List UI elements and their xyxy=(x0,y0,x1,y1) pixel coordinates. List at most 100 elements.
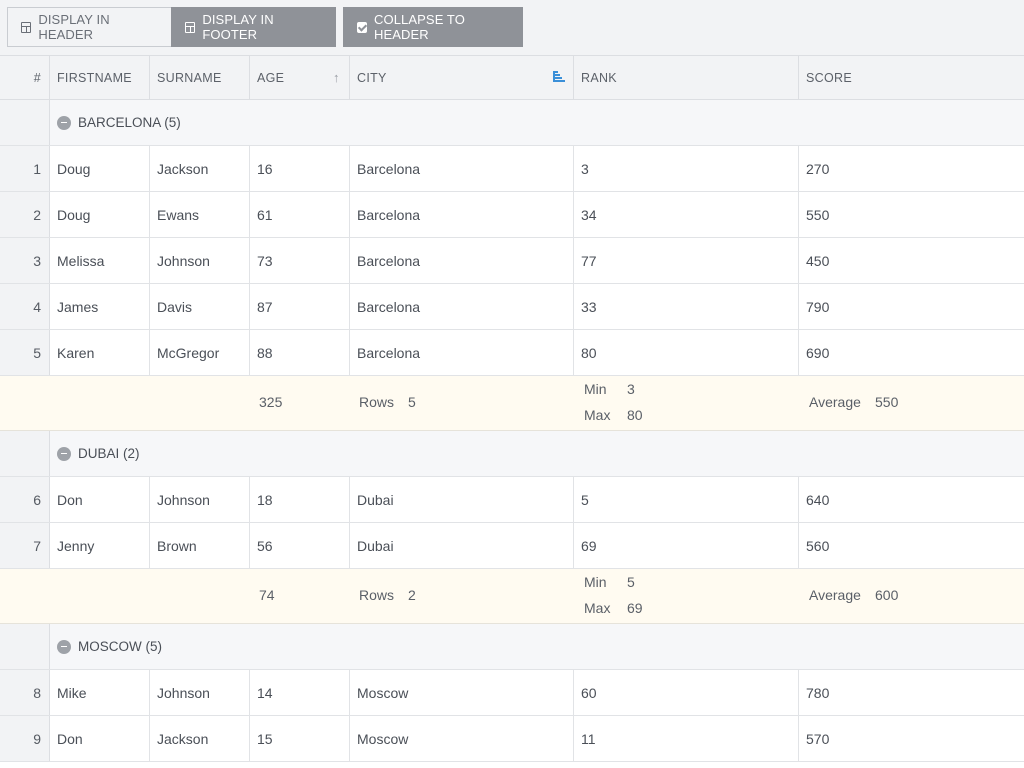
cell-firstname[interactable]: Doug xyxy=(50,192,150,237)
cell-city[interactable]: Dubai xyxy=(350,477,574,522)
header-city[interactable]: CITY xyxy=(350,56,574,99)
cell-surname[interactable]: Ewans xyxy=(150,192,250,237)
collapse-icon[interactable] xyxy=(57,639,71,654)
table-row[interactable]: 6 Don Johnson 18 Dubai 5 640 xyxy=(0,477,1024,523)
cell-rank[interactable]: 60 xyxy=(574,670,799,715)
cell-age[interactable]: 61 xyxy=(250,192,350,237)
cell-firstname[interactable]: Mike xyxy=(50,670,150,715)
cell-score[interactable]: 560 xyxy=(806,537,830,554)
group-sort-icon[interactable] xyxy=(553,71,565,83)
cell-score[interactable]: 780 xyxy=(806,684,830,701)
header-surname[interactable]: SURNAME xyxy=(150,56,250,99)
summary-rows-value: 5 xyxy=(408,394,416,410)
cell-firstname[interactable]: Karen xyxy=(50,330,150,375)
cell-score[interactable]: 640 xyxy=(806,491,830,508)
group-title: DUBAI (2) xyxy=(78,446,140,461)
table-row[interactable]: 8 Mike Johnson 14 Moscow 60 780 xyxy=(0,670,1024,716)
table-row[interactable]: 3 Melissa Johnson 73 Barcelona 77 450 xyxy=(0,238,1024,284)
cell-firstname[interactable]: Don xyxy=(50,477,150,522)
cell-city[interactable]: Barcelona xyxy=(350,330,574,375)
row-number: 2 xyxy=(0,192,50,237)
collapse-icon[interactable] xyxy=(57,115,71,130)
cell-city[interactable]: Moscow xyxy=(350,716,574,761)
cell-age[interactable]: 87 xyxy=(250,284,350,329)
header-rank[interactable]: RANK xyxy=(574,56,799,99)
table-row[interactable]: 7 Jenny Brown 56 Dubai 69 560 xyxy=(0,523,1024,569)
group-row-barcelona[interactable]: BARCELONA (5) xyxy=(0,100,1024,146)
cell-rank[interactable]: 5 xyxy=(574,477,799,522)
table-row[interactable]: 2 Doug Ewans 61 Barcelona 34 550 xyxy=(0,192,1024,238)
group-title: MOSCOW (5) xyxy=(78,639,162,654)
group-label[interactable]: DUBAI (2) xyxy=(57,431,140,476)
group-summary-row: 74 Rows 2 Min 5 Max 69 Average 600 xyxy=(0,569,1024,624)
cell-firstname[interactable]: Doug xyxy=(50,146,150,191)
cell-score[interactable]: 270 xyxy=(806,160,830,177)
row-number: 1 xyxy=(0,146,50,191)
summary-max-label: Max xyxy=(584,600,611,616)
cell-surname[interactable]: Johnson xyxy=(150,477,250,522)
group-label[interactable]: BARCELONA (5) xyxy=(57,100,181,145)
cell-rank[interactable]: 77 xyxy=(574,238,799,283)
cell-score[interactable]: 550 xyxy=(806,206,830,223)
table-row[interactable]: 5 Karen McGregor 88 Barcelona 80 690 xyxy=(0,330,1024,376)
table-row[interactable]: 4 James Davis 87 Barcelona 33 790 xyxy=(0,284,1024,330)
cell-city[interactable]: Barcelona xyxy=(350,238,574,283)
cell-score[interactable]: 690 xyxy=(806,344,830,361)
cell-age[interactable]: 73 xyxy=(250,238,350,283)
group-row-dubai[interactable]: DUBAI (2) xyxy=(0,431,1024,477)
cell-rank[interactable]: 69 xyxy=(574,523,799,568)
summary-min-value: 3 xyxy=(627,381,635,397)
button-label: DISPLAY IN FOOTER xyxy=(202,12,274,42)
grid-icon xyxy=(21,21,32,33)
cell-city[interactable]: Moscow xyxy=(350,670,574,715)
display-in-footer-button[interactable]: DISPLAY IN FOOTER xyxy=(171,7,336,47)
table-row[interactable]: 9 Don Jackson 15 Moscow 11 570 xyxy=(0,716,1024,762)
cell-age[interactable]: 18 xyxy=(250,477,350,522)
summary-min-label: Min xyxy=(584,381,607,397)
cell-city[interactable]: Barcelona xyxy=(350,192,574,237)
cell-age[interactable]: 56 xyxy=(250,523,350,568)
cell-city[interactable]: Barcelona xyxy=(350,146,574,191)
cell-surname[interactable]: McGregor xyxy=(150,330,250,375)
cell-city[interactable]: Dubai xyxy=(350,523,574,568)
summary-average-label: Average xyxy=(809,587,861,603)
cell-firstname[interactable]: Melissa xyxy=(50,238,150,283)
cell-surname[interactable]: Jackson xyxy=(150,716,250,761)
table-row[interactable]: 1 Doug Jackson 16 Barcelona 3 270 xyxy=(0,146,1024,192)
cell-rank[interactable]: 11 xyxy=(574,716,799,761)
grid-icon xyxy=(185,21,196,33)
cell-age[interactable]: 16 xyxy=(250,146,350,191)
cell-rank[interactable]: 80 xyxy=(574,330,799,375)
cell-score[interactable]: 570 xyxy=(806,730,830,747)
cell-surname[interactable]: Johnson xyxy=(150,670,250,715)
cell-age[interactable]: 14 xyxy=(250,670,350,715)
collapse-to-header-button[interactable]: COLLAPSE TO HEADER xyxy=(343,7,523,47)
summary-max-label: Max xyxy=(584,407,611,423)
group-label[interactable]: MOSCOW (5) xyxy=(57,624,162,669)
cell-score[interactable]: 450 xyxy=(806,252,830,269)
group-row-moscow[interactable]: MOSCOW (5) xyxy=(0,624,1024,670)
header-score[interactable]: SCORE xyxy=(806,70,852,85)
row-number xyxy=(0,624,50,669)
cell-rank[interactable]: 34 xyxy=(574,192,799,237)
collapse-icon[interactable] xyxy=(57,446,71,461)
header-age[interactable]: AGE ↑ xyxy=(250,56,350,99)
cell-city[interactable]: Barcelona xyxy=(350,284,574,329)
cell-score[interactable]: 790 xyxy=(806,298,830,315)
header-firstname[interactable]: FIRSTNAME xyxy=(50,56,150,99)
cell-rank[interactable]: 3 xyxy=(574,146,799,191)
cell-firstname[interactable]: Don xyxy=(50,716,150,761)
display-in-header-button[interactable]: DISPLAY IN HEADER xyxy=(7,7,172,47)
cell-surname[interactable]: Davis xyxy=(150,284,250,329)
sort-ascending-icon[interactable]: ↑ xyxy=(333,70,340,85)
cell-firstname[interactable]: James xyxy=(50,284,150,329)
cell-rank[interactable]: 33 xyxy=(574,284,799,329)
cell-firstname[interactable]: Jenny xyxy=(50,523,150,568)
cell-age[interactable]: 88 xyxy=(250,330,350,375)
cell-age[interactable]: 15 xyxy=(250,716,350,761)
cell-surname[interactable]: Johnson xyxy=(150,238,250,283)
cell-surname[interactable]: Jackson xyxy=(150,146,250,191)
row-number: 5 xyxy=(0,330,50,375)
summary-min-value: 5 xyxy=(627,574,635,590)
cell-surname[interactable]: Brown xyxy=(150,523,250,568)
